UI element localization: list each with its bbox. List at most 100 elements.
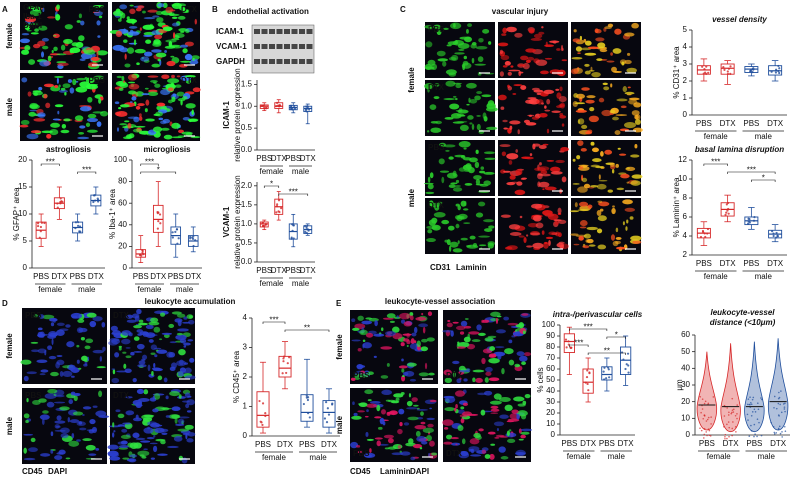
chart-title: intra-/perivascular cells (553, 310, 643, 319)
image-label: PBS (89, 5, 106, 14)
stain-signal (362, 339, 366, 343)
stain-signal (29, 102, 39, 109)
stain-signal (395, 397, 400, 401)
y-tick-label: 10 (678, 174, 687, 183)
stain-signal (469, 98, 478, 104)
x-tick-label: PBS (696, 119, 712, 128)
stain-signal (625, 226, 628, 231)
stain-signal (397, 428, 403, 435)
stain-signal (71, 42, 79, 47)
stain-signal (584, 63, 590, 67)
stain-signal (478, 235, 491, 238)
stain-signal (112, 10, 124, 17)
data-dot (285, 371, 288, 375)
y-axis-label: relative protein expression (233, 68, 242, 161)
stain-signal (452, 187, 463, 192)
data-dot (731, 411, 733, 414)
x-tick-label: DTX (720, 119, 737, 128)
stain-signal (82, 406, 92, 410)
data-dot (736, 404, 739, 406)
stain-signal (433, 24, 441, 30)
stain-signal (615, 246, 626, 250)
stain-legend: CD45 (350, 467, 371, 476)
stain-signal (126, 16, 130, 20)
stain-signal (531, 116, 540, 120)
stain-signal (406, 400, 413, 407)
chart-title: leukocyte-vessel (710, 308, 775, 317)
stain-signal (135, 105, 141, 110)
stain-signal (456, 120, 468, 123)
stain-signal (179, 60, 192, 63)
x-tick-label: PBS (168, 272, 184, 281)
violin (696, 351, 718, 431)
stain-signal (137, 333, 143, 336)
stain-signal (42, 45, 49, 50)
stain-signal (125, 347, 131, 349)
stain-signal (136, 308, 142, 315)
image-label: PBS (89, 76, 106, 85)
stain-signal (508, 339, 513, 344)
stain-signal (154, 34, 163, 40)
stain-signal (448, 245, 452, 252)
stain-signal (421, 338, 428, 343)
stain-signal (46, 401, 55, 408)
stain-signal (579, 35, 583, 41)
stain-signal (132, 377, 137, 383)
y-tick-label: 2.0 (241, 181, 253, 190)
stain-legend: DAPI (48, 467, 67, 476)
stain-signal (30, 437, 36, 443)
data-dot (307, 229, 310, 232)
data-dot (141, 249, 144, 253)
stain-signal (135, 404, 143, 407)
stain-signal (34, 28, 39, 32)
data-dot (286, 362, 289, 365)
stain-signal (463, 222, 471, 224)
stain-signal (179, 338, 187, 344)
data-dot (750, 424, 752, 427)
stain-signal (416, 340, 421, 348)
stain-signal (538, 181, 550, 188)
stain-signal (26, 397, 29, 403)
stain-signal (33, 314, 39, 318)
stain-signal (545, 236, 554, 240)
stain-signal (442, 61, 447, 67)
data-dot (262, 107, 266, 110)
stain-signal (73, 392, 81, 397)
data-dot (748, 221, 751, 224)
stain-signal (54, 455, 63, 460)
stain-signal (137, 5, 145, 9)
stain-signal (178, 129, 184, 134)
stain-signal (488, 41, 492, 45)
stain-signal (362, 342, 372, 349)
stain-signal (386, 313, 396, 319)
stain-signal (129, 101, 133, 103)
significance-label: *** (269, 316, 278, 325)
stain-signal (374, 320, 378, 327)
stain-signal (141, 93, 150, 96)
stain-signal (161, 332, 173, 335)
data-dot (565, 346, 568, 349)
stain-signal (128, 83, 140, 90)
stain-signal (49, 129, 59, 136)
stain-signal (185, 28, 190, 34)
data-dot (56, 206, 59, 209)
stain-signal (161, 74, 170, 80)
stain-signal (98, 98, 102, 104)
data-dot (283, 355, 286, 358)
micrograph (22, 308, 107, 384)
stain-signal (61, 123, 67, 129)
data-dot (97, 198, 100, 202)
stain-signal (132, 399, 143, 406)
stain-signal (410, 456, 416, 461)
data-dot (753, 408, 756, 411)
data-dot (707, 402, 710, 405)
stain-signal (118, 347, 122, 351)
stain-signal (612, 205, 615, 208)
stain-signal (622, 199, 633, 205)
stain-signal (50, 449, 54, 454)
stain-signal (634, 114, 639, 120)
stain-signal (574, 102, 586, 105)
stain-signal (475, 377, 483, 383)
stain-signal (464, 36, 472, 43)
group-label: male (309, 453, 327, 462)
